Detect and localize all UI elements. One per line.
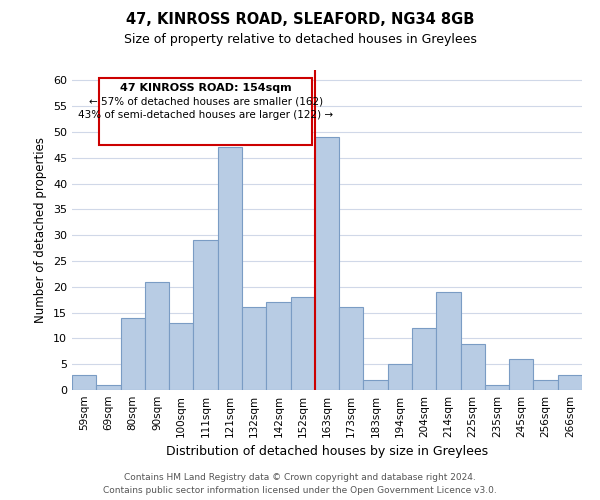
Text: Contains HM Land Registry data © Crown copyright and database right 2024.: Contains HM Land Registry data © Crown c… (124, 474, 476, 482)
Bar (72, 374, 96, 390)
Text: Contains public sector information licensed under the Open Government Licence v3: Contains public sector information licen… (103, 486, 497, 495)
Bar (558, 374, 582, 390)
Bar (266, 302, 290, 390)
Bar (436, 292, 461, 390)
Bar (169, 323, 193, 390)
Bar (145, 282, 169, 390)
Text: Size of property relative to detached houses in Greylees: Size of property relative to detached ho… (124, 32, 476, 46)
Bar (121, 318, 145, 390)
Bar (461, 344, 485, 390)
Bar (218, 148, 242, 390)
Bar (242, 308, 266, 390)
X-axis label: Distribution of detached houses by size in Greylees: Distribution of detached houses by size … (166, 446, 488, 458)
Bar (364, 380, 388, 390)
Text: 47 KINROSS ROAD: 154sqm: 47 KINROSS ROAD: 154sqm (120, 83, 292, 93)
Text: ← 57% of detached houses are smaller (162): ← 57% of detached houses are smaller (16… (89, 97, 323, 107)
Bar (533, 380, 558, 390)
Bar (315, 137, 339, 390)
Bar (485, 385, 509, 390)
FancyBboxPatch shape (99, 78, 313, 145)
Bar (96, 385, 121, 390)
Bar (509, 359, 533, 390)
Bar (412, 328, 436, 390)
Bar (339, 308, 364, 390)
Bar (193, 240, 218, 390)
Text: 43% of semi-detached houses are larger (122) →: 43% of semi-detached houses are larger (… (78, 110, 333, 120)
Bar (290, 297, 315, 390)
Y-axis label: Number of detached properties: Number of detached properties (34, 137, 47, 323)
Text: 47, KINROSS ROAD, SLEAFORD, NG34 8GB: 47, KINROSS ROAD, SLEAFORD, NG34 8GB (126, 12, 474, 28)
Bar (388, 364, 412, 390)
